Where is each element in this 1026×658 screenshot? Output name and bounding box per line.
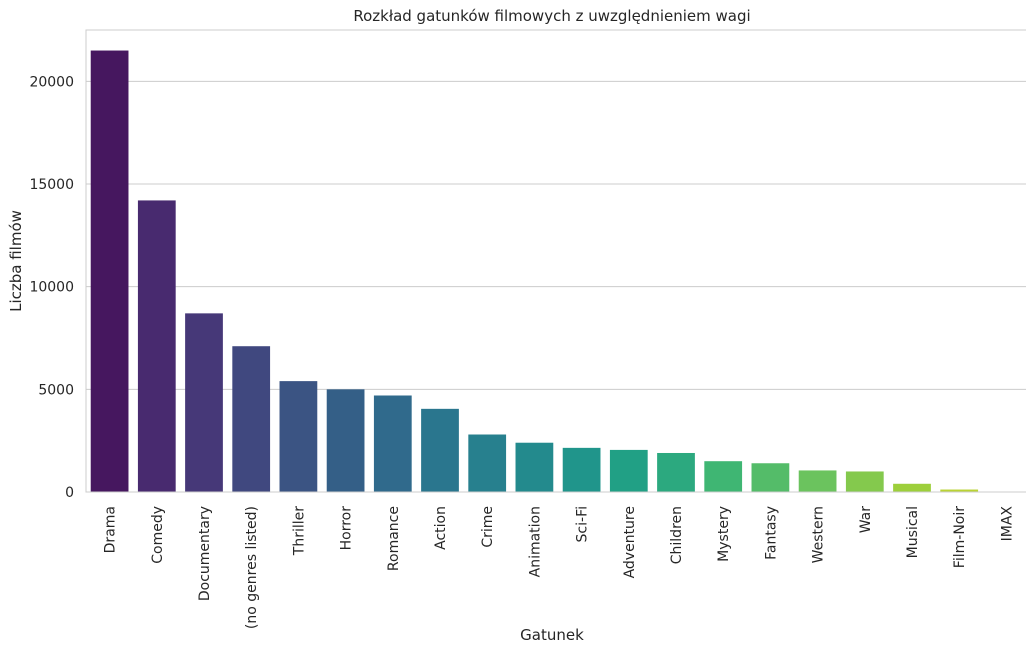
x-tick-label: Sci-Fi: [575, 506, 591, 542]
x-tick-label: (no genres listed): [244, 506, 260, 629]
bar: [893, 484, 931, 492]
bar: [91, 51, 129, 492]
bar: [563, 448, 601, 492]
x-tick-label: Children: [669, 506, 685, 564]
y-tick-label: 0: [65, 485, 74, 501]
bar: [516, 443, 554, 492]
bar: [138, 200, 176, 492]
bar: [185, 313, 223, 492]
bar: [468, 435, 506, 492]
chart-title: Rozkład gatunków filmowych z uwzględnien…: [353, 7, 750, 25]
x-tick-label: Film-Noir: [952, 506, 968, 568]
y-tick-labels: 0 5000 10000 15000 20000: [29, 74, 74, 501]
x-tick-label: Drama: [103, 506, 119, 553]
x-tick-label: Adventure: [622, 506, 638, 578]
x-tick-label: Comedy: [150, 506, 166, 564]
x-tick-label: War: [858, 506, 874, 534]
bar: [280, 381, 318, 492]
x-tick-labels: Drama Comedy Documentary (no genres listed)…: [103, 506, 1016, 629]
y-tick-label: 5000: [38, 382, 74, 398]
y-tick-label: 20000: [29, 74, 74, 90]
y-tick-label: 10000: [29, 280, 74, 296]
x-tick-label: Action: [433, 506, 449, 550]
x-tick-label: Fantasy: [763, 506, 779, 560]
bar: [232, 346, 270, 492]
x-axis-label: Gatunek: [520, 626, 584, 644]
x-tick-label: Crime: [480, 506, 496, 548]
x-tick-label: Horror: [339, 506, 355, 551]
bar: [657, 453, 695, 492]
x-tick-label: Romance: [386, 506, 402, 571]
bar: [799, 470, 837, 492]
bar: [846, 471, 884, 492]
x-tick-label: Thriller: [291, 506, 307, 556]
y-axis-label: Liczba filmów: [7, 210, 25, 312]
bar: [610, 450, 648, 492]
bar: [374, 395, 412, 492]
bar: [752, 463, 790, 492]
x-tick-label: Mystery: [716, 506, 732, 562]
y-tick-label: 15000: [29, 177, 74, 193]
plot-frame: [86, 30, 1026, 492]
bar: [421, 409, 459, 492]
bars: [91, 51, 1026, 492]
x-tick-label: Animation: [527, 506, 543, 577]
grid-lines: [86, 81, 1026, 492]
bar: [327, 389, 365, 492]
x-tick-label: Musical: [905, 506, 921, 558]
x-tick-label: IMAX: [999, 506, 1015, 542]
bar: [704, 461, 742, 492]
x-tick-label: Western: [811, 506, 827, 563]
x-tick-label: Documentary: [197, 506, 213, 601]
